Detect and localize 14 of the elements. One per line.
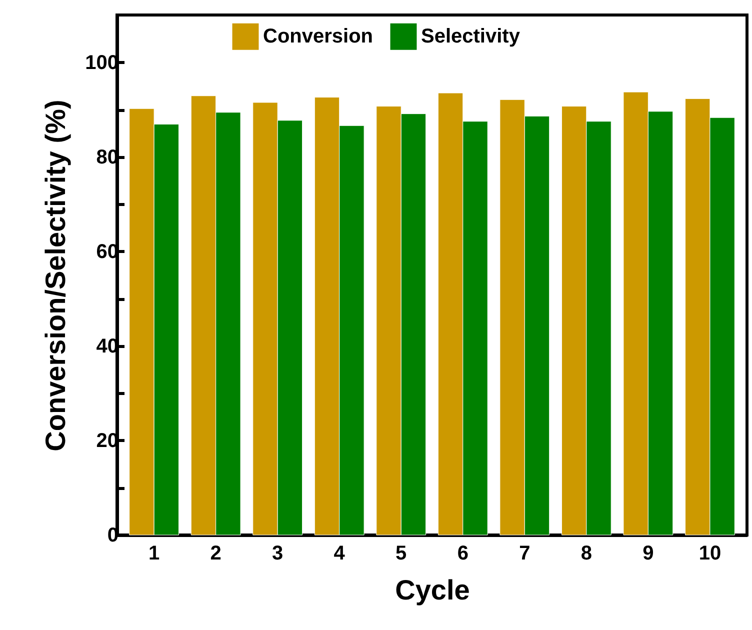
x-tick-label: 5 [396, 542, 407, 564]
x-tick-label: 9 [642, 542, 654, 564]
x-tick-label: 8 [580, 542, 592, 564]
legend-label: Selectivity [421, 26, 521, 48]
y-axis-title: Conversion/Selectivity (%) [40, 100, 72, 452]
x-tick-label: 10 [698, 542, 722, 564]
x-axis-title: Cycle [395, 574, 470, 606]
x-tick-label: 6 [457, 542, 468, 564]
x-tick-label: 2 [210, 542, 222, 564]
legend-label: Conversion [263, 26, 374, 48]
x-tick-label: 4 [334, 542, 346, 564]
x-tick-label: 1 [148, 542, 160, 564]
x-tick-label: 7 [519, 542, 530, 564]
x-tick-label: 3 [272, 542, 284, 564]
